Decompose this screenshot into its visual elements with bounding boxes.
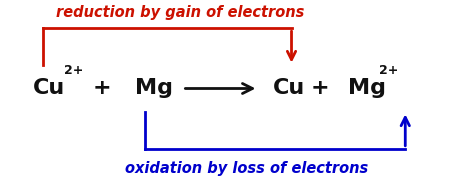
Text: reduction by gain of electrons: reduction by gain of electrons bbox=[56, 5, 304, 20]
Text: 2+: 2+ bbox=[64, 64, 83, 77]
Text: Mg: Mg bbox=[348, 79, 386, 98]
Text: oxidation by loss of electrons: oxidation by loss of electrons bbox=[125, 161, 368, 176]
Text: 2+: 2+ bbox=[379, 64, 399, 77]
Text: Cu: Cu bbox=[273, 79, 305, 98]
Text: Mg: Mg bbox=[135, 79, 173, 98]
Text: +: + bbox=[92, 79, 111, 98]
Text: Cu: Cu bbox=[33, 79, 65, 98]
Text: +: + bbox=[310, 79, 329, 98]
